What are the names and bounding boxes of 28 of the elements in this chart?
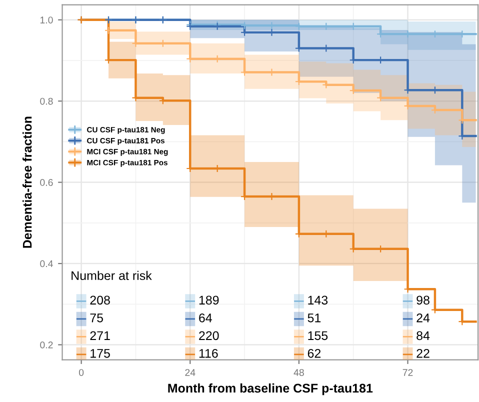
x-tick-label: 48 <box>294 369 304 376</box>
annotation: 64 <box>199 313 212 322</box>
annotation: 271 <box>90 331 110 340</box>
y-tick-label: 0.8 <box>40 98 53 105</box>
annotation: 51 <box>308 314 321 322</box>
x-axis-title: Month from baseline CSF p-tau181 <box>168 383 373 396</box>
annotation: 220 <box>199 331 219 340</box>
y-axis-title: Dementia-free fraction <box>22 116 32 248</box>
annotation: 84 <box>416 331 430 340</box>
y-tick-label: 0.6 <box>40 179 53 186</box>
annotation: Number at risk <box>72 270 152 280</box>
annotation: 98 <box>416 296 430 305</box>
annotation: 116 <box>199 348 218 358</box>
y-tick-label: 0.4 <box>40 260 53 268</box>
annotation: 22 <box>416 348 430 358</box>
annotation: 155 <box>308 331 328 340</box>
y-tick-label: 1.0 <box>40 16 53 24</box>
x-tick-label: 0 <box>78 369 84 376</box>
annotation: 75 <box>90 314 104 322</box>
annotation: 62 <box>308 348 321 358</box>
annotation: 24 <box>416 313 430 322</box>
annotation: 175 <box>90 349 110 358</box>
x-tick-label: 24 <box>185 369 196 376</box>
annotation: 208 <box>90 296 110 305</box>
annotation: 143 <box>308 296 328 305</box>
y-tick-label: 0.2 <box>40 341 53 348</box>
annotation: 189 <box>199 296 219 305</box>
x-tick-label: 72 <box>402 369 413 376</box>
